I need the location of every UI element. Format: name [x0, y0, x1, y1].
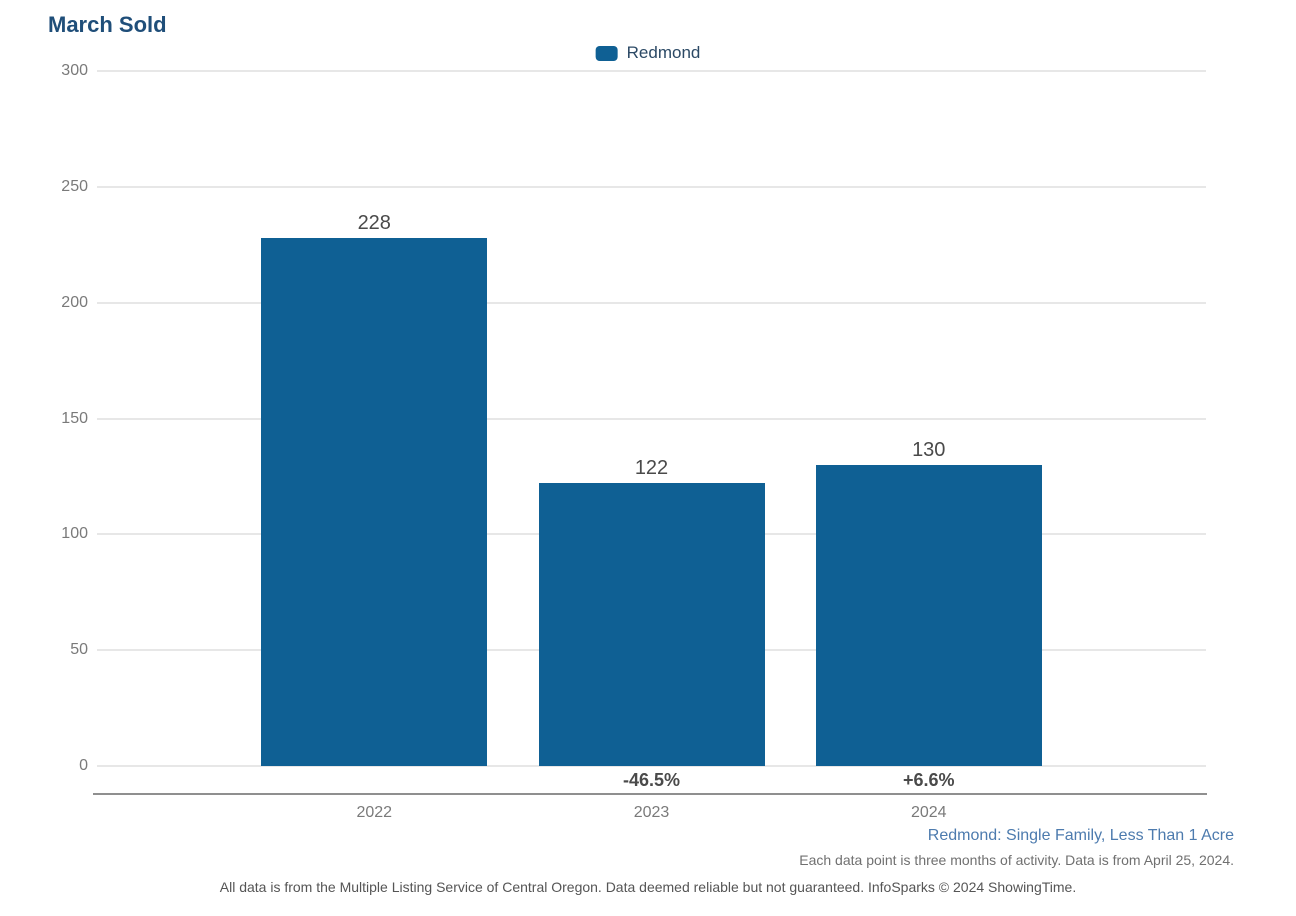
bar-value-label-2024: 130 — [912, 438, 946, 461]
gridline-150 — [97, 417, 1206, 420]
gridline-300 — [97, 70, 1206, 72]
bar-2022[interactable]: 228 — [261, 212, 488, 766]
change-label-row: -46.5% +6.6% — [97, 770, 1206, 794]
change-label-2024: +6.6% — [902, 770, 955, 790]
plot-area: 228 122 130 — [97, 70, 1206, 767]
legend-label: Redmond — [626, 43, 701, 62]
x-tick-label-2024: 2024 — [910, 804, 947, 821]
y-tick-label-200: 200 — [61, 293, 88, 311]
chart-title: March Sold — [48, 12, 167, 37]
x-tick-label-2022: 2022 — [356, 804, 393, 821]
y-tick-label-0: 0 — [79, 757, 88, 774]
bar-value-label-2023: 122 — [634, 457, 669, 480]
x-axis-line — [93, 793, 1207, 795]
filter-description: Redmond: Single Family, Less Than 1 Acre — [927, 827, 1234, 844]
bar-2024[interactable]: 130 — [815, 439, 1042, 766]
change-label-2023: -46.5% — [622, 770, 681, 790]
x-tick-label-2023: 2023 — [633, 804, 670, 821]
legend-item-redmond[interactable]: Redmond — [595, 43, 701, 63]
gridline-200 — [97, 301, 1206, 304]
y-tick-label-300: 300 — [61, 62, 88, 79]
bar-2023[interactable]: 122 — [538, 457, 765, 766]
y-axis-tick-labels: 0 50 100 150 200 250 300 — [0, 62, 88, 774]
y-tick-label-50: 50 — [70, 641, 88, 659]
disclaimer: All data is from the Multiple Listing Se… — [219, 879, 1077, 895]
data-note: Each data point is three months of activ… — [799, 852, 1234, 868]
y-tick-label-250: 250 — [61, 177, 88, 195]
y-tick-label-150: 150 — [61, 409, 88, 427]
bar-value-label-2022: 228 — [357, 211, 391, 234]
legend-swatch-icon — [595, 45, 618, 61]
gridline-0 — [97, 765, 1206, 767]
x-axis-tick-labels: 2022 2023 2024 — [97, 804, 1206, 826]
gridline-250 — [97, 185, 1206, 188]
y-tick-label-100: 100 — [61, 525, 88, 543]
